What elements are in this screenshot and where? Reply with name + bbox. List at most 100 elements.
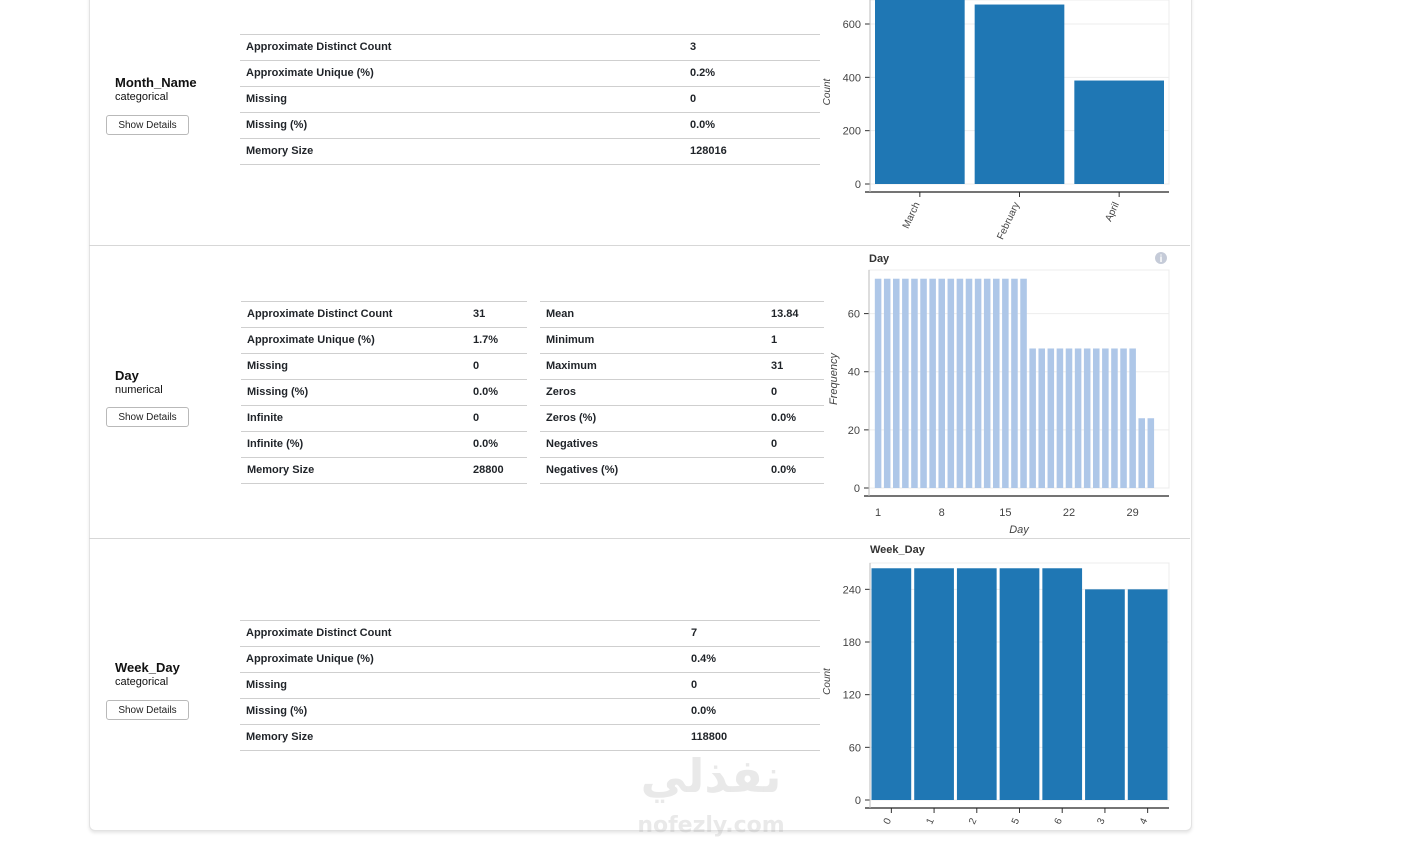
- bar: [1029, 348, 1036, 488]
- x-tick-label: 29: [1127, 507, 1139, 519]
- info-icon: i: [1155, 252, 1167, 265]
- chart-title: Week_Day: [870, 544, 926, 556]
- y-tick-label: 20: [848, 425, 860, 437]
- bar: [911, 278, 918, 488]
- stat-value: 118800: [691, 731, 728, 743]
- stat-value: 13.84: [771, 308, 799, 320]
- stat-value: 7: [691, 627, 698, 639]
- y-axis-label: Count: [822, 77, 833, 105]
- section-divider: [89, 538, 1190, 539]
- y-tick-label: 60: [849, 742, 861, 754]
- bar: [999, 568, 1040, 800]
- stat-label: Approximate Unique (%): [247, 334, 375, 346]
- stat-value: 0: [473, 360, 480, 372]
- stat-label: Approximate Distinct Count: [246, 627, 392, 639]
- stat-row: Memory Size 128016: [240, 139, 820, 165]
- variable-name: Day: [115, 368, 139, 383]
- bar: [956, 568, 997, 800]
- stats-table: Approximate Distinct Count 31 Approximate …: [241, 301, 527, 484]
- x-tick-label: February: [995, 201, 1022, 242]
- show-details-button[interactable]: Show Details: [106, 700, 189, 720]
- stat-value: 0: [473, 412, 480, 424]
- stat-row: Zeros (%) 0.0%: [540, 406, 824, 432]
- stat-label: Missing (%): [247, 386, 309, 398]
- watermark-logo: نفذلي nofezly.com: [637, 749, 784, 838]
- x-tick-label: 1: [924, 816, 937, 826]
- stat-row: Missing (%) 0.0%: [241, 380, 527, 406]
- stat-row: Missing (%) 0.0%: [240, 113, 820, 139]
- stat-label: Minimum: [546, 334, 595, 346]
- stat-row: Negatives (%) 0.0%: [540, 458, 824, 484]
- bar: [1102, 348, 1109, 488]
- stat-value: 0.0%: [771, 412, 797, 424]
- bar: [871, 568, 912, 800]
- stat-label: Approximate Distinct Count: [247, 308, 393, 320]
- histogram-day: Day i 0 20 40 60 1 8 15 22 29 Day Frequency: [828, 252, 1170, 536]
- y-tick-label: 200: [843, 126, 861, 138]
- stat-row: Approximate Distinct Count 7: [240, 621, 820, 647]
- stat-label: Infinite: [247, 412, 284, 424]
- stat-value: 0: [771, 386, 778, 398]
- bar: [1085, 589, 1125, 800]
- stat-label: Missing (%): [246, 705, 308, 717]
- x-tick-label: March: [901, 201, 923, 231]
- y-tick-label: 40: [848, 367, 860, 379]
- stat-row: Mean 13.84: [540, 302, 824, 328]
- stat-row: Infinite 0: [241, 406, 527, 432]
- x-tick-label: 5: [1010, 816, 1023, 826]
- variable-type: numerical: [115, 384, 163, 396]
- bar: [920, 278, 927, 488]
- x-tick-label: 15: [999, 507, 1011, 519]
- stat-row: Missing (%) 0.0%: [240, 699, 820, 725]
- bar: [956, 278, 964, 488]
- stat-value: 1.7%: [473, 334, 499, 346]
- bar: [1138, 418, 1145, 488]
- stats-table-numeric: Mean 13.84 Minimum 1 Maximum 31 Zeros 0 Zeros (%…: [540, 301, 824, 484]
- stat-value: 0: [690, 93, 697, 105]
- stat-label: Approximate Distinct Count: [246, 41, 392, 53]
- y-tick-label: 0: [855, 179, 861, 191]
- watermark-latin: nofezly.com: [637, 813, 784, 838]
- bar: [1083, 348, 1091, 488]
- bar: [893, 278, 900, 488]
- x-axis-label: Day: [1009, 524, 1030, 536]
- y-tick-label: 400: [843, 72, 861, 84]
- bar: [965, 278, 973, 488]
- bar: [1042, 568, 1083, 800]
- bar: [1047, 348, 1055, 488]
- x-tick-label: 4: [1138, 816, 1151, 826]
- y-tick-label: 60: [848, 309, 860, 321]
- show-details-button[interactable]: Show Details: [106, 115, 189, 135]
- bar: [1093, 348, 1100, 488]
- stat-row: Approximate Unique (%) 0.4%: [240, 647, 820, 673]
- stat-row: Infinite (%) 0.0%: [241, 432, 527, 458]
- bar: [883, 278, 891, 488]
- stat-value: 0: [691, 679, 698, 691]
- stat-label: Memory Size: [246, 145, 314, 157]
- stat-value: 0.0%: [473, 438, 499, 450]
- stat-label: Mean: [546, 308, 575, 320]
- bar: [1074, 348, 1082, 488]
- stat-label: Maximum: [546, 360, 597, 372]
- stat-row: Maximum 31: [540, 354, 824, 380]
- y-tick-label: 0: [855, 795, 861, 807]
- stat-value: 0.0%: [473, 386, 499, 398]
- bar-chart-month-name: 0 200 400 600 March February April Count: [822, 0, 1170, 242]
- bar: [1111, 348, 1118, 488]
- bar: [874, 278, 882, 488]
- x-tick-label: 0: [882, 816, 895, 826]
- stat-label: Negatives (%): [546, 464, 619, 476]
- bar: [1065, 348, 1073, 488]
- plot-area: [868, 269, 1170, 489]
- chart-title: Day: [869, 253, 890, 265]
- stats-table: Approximate Distinct Count 3 Approximate U…: [240, 34, 820, 165]
- y-tick-label: 600: [843, 19, 861, 31]
- bar: [1056, 348, 1064, 488]
- bar: [929, 278, 936, 488]
- stat-row: Memory Size 118800: [240, 725, 820, 751]
- show-details-button[interactable]: Show Details: [106, 407, 189, 427]
- stat-row: Approximate Distinct Count 31: [241, 302, 527, 328]
- stat-row: Minimum 1: [540, 328, 824, 354]
- stat-row: Missing 0: [241, 354, 527, 380]
- stat-value: 3: [690, 41, 697, 53]
